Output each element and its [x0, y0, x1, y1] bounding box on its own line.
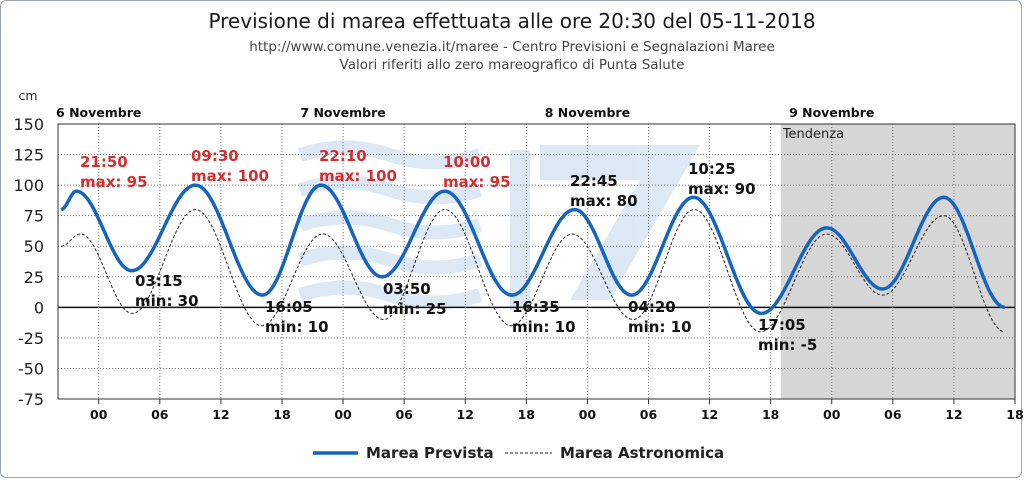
y-tick-label: -50 — [18, 359, 44, 378]
annotation-value: min: 25 — [383, 300, 447, 318]
legend: Marea Prevista Marea Astronomica — [313, 444, 724, 462]
y-axis-unit: cm — [18, 88, 37, 103]
y-tick-label: -75 — [18, 390, 44, 409]
x-tick-label: 12 — [457, 407, 474, 422]
annotation-value: max: 95 — [80, 173, 148, 191]
x-tick-label: 06 — [395, 407, 413, 422]
x-tick-label: 18 — [762, 407, 779, 422]
annotation-value: min: 30 — [135, 292, 199, 310]
annotation-value: min: -5 — [758, 336, 817, 354]
annotation-time: 16:05 — [265, 298, 313, 316]
plot-border — [57, 123, 1016, 400]
annotation-time: 17:05 — [758, 316, 806, 334]
annotation-time: 16:35 — [512, 298, 560, 316]
x-tick-label: 06 — [640, 407, 658, 422]
x-tick-label: 18 — [273, 407, 290, 422]
x-tick-label: 00 — [823, 407, 841, 422]
trend-region — [780, 124, 1015, 399]
annotation-value: min: 10 — [265, 318, 329, 336]
annotation-value: min: 10 — [512, 318, 576, 336]
annotation-time: 03:15 — [135, 272, 183, 290]
x-tick-label: 12 — [945, 407, 962, 422]
y-tick-label: 100 — [13, 176, 44, 195]
annotation-value: max: 95 — [443, 173, 511, 191]
y-tick-label: 25 — [24, 268, 44, 287]
day-label: 6 Novembre — [56, 105, 141, 120]
x-tick-label: 00 — [579, 407, 597, 422]
legend-label-marea-astronomica: Marea Astronomica — [560, 444, 724, 462]
x-tick-label: 18 — [1006, 407, 1023, 422]
annotation-value: max: 100 — [191, 167, 269, 185]
x-tick-label: 06 — [884, 407, 902, 422]
y-tick-label: -25 — [18, 329, 44, 348]
y-tick-label: 150 — [13, 115, 44, 134]
annotation-value: max: 100 — [319, 167, 397, 185]
annotation-time: 22:45 — [570, 172, 618, 190]
day-label: 7 Novembre — [300, 105, 385, 120]
y-axis: 150 125 100 75 50 25 0 -25 -50 -75 — [13, 115, 44, 409]
series-line-marea-astronomica — [61, 209, 1005, 333]
annotation-time: 10:25 — [688, 160, 736, 178]
x-tick-label: 12 — [701, 407, 718, 422]
x-tick-label: 18 — [518, 407, 535, 422]
day-label: 8 Novembre — [545, 105, 630, 120]
extrema-annotations: 21:50 max: 95 09:30 max: 100 22:10 max: 100 10… — [80, 147, 817, 354]
annotation-value: min: 10 — [628, 318, 692, 336]
y-tick-label: 50 — [24, 237, 44, 256]
y-tick-label: 75 — [24, 207, 44, 226]
x-tick-label: 00 — [90, 407, 108, 422]
annotation-time: 03:50 — [383, 280, 431, 298]
day-label: 9 Novembre — [789, 105, 874, 120]
chart-subtitle-source: http://www.comune.venezia.it/maree - Cen… — [249, 39, 775, 55]
series-line-marea-prevista — [60, 183, 1005, 316]
annotation-time: 10:00 — [443, 153, 491, 171]
day-labels: 6 Novembre 7 Novembre 8 Novembre 9 Novembre — [56, 105, 874, 120]
x-tick-label: 06 — [151, 407, 169, 422]
annotation-time: 09:30 — [191, 147, 239, 165]
x-tick-label: 00 — [334, 407, 352, 422]
annotation-value: max: 80 — [570, 192, 638, 210]
legend-label-marea-prevista: Marea Prevista — [366, 444, 494, 462]
annotation-time: 04:20 — [628, 298, 676, 316]
y-tick-label: 125 — [13, 146, 44, 165]
annotation-time: 22:10 — [319, 147, 367, 165]
x-tick-label: 12 — [212, 407, 229, 422]
y-tick-label: 0 — [34, 298, 44, 317]
chart-subtitle-reference: Valori riferiti allo zero mareografico d… — [340, 57, 685, 73]
x-axis: 00 06 12 18 00 06 12 18 00 06 12 18 00 06 12 18 — [90, 399, 1024, 422]
annotation-time: 21:50 — [80, 153, 128, 171]
chart-title: Previsione di marea effettuata alle ore … — [208, 9, 815, 33]
annotation-value: max: 90 — [688, 180, 756, 198]
trend-label: Tendenza — [782, 127, 844, 142]
